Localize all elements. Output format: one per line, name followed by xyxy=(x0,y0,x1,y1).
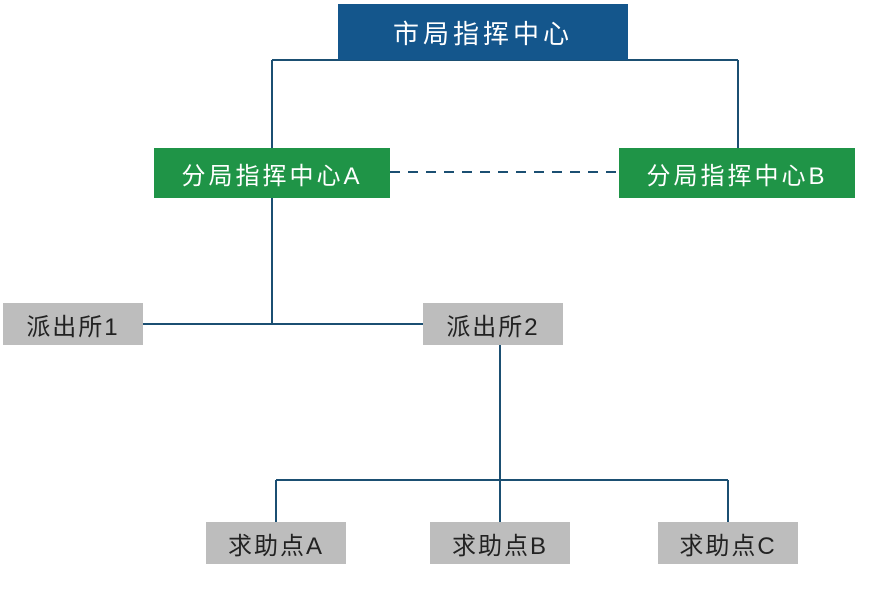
node-branchA: 分局指挥中心A xyxy=(154,148,390,198)
node-helpC: 求助点C xyxy=(658,522,798,564)
node-station1: 派出所1 xyxy=(3,303,143,345)
node-helpA: 求助点A xyxy=(206,522,346,564)
node-root: 市局指挥中心 xyxy=(338,4,628,60)
connector-lines xyxy=(0,0,884,598)
node-helpB: 求助点B xyxy=(430,522,570,564)
node-branchB: 分局指挥中心B xyxy=(619,148,855,198)
node-station2: 派出所2 xyxy=(423,303,563,345)
